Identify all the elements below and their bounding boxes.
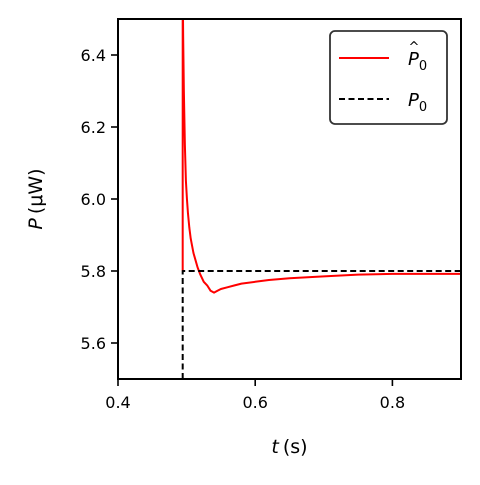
legend-label-base: P [408,90,419,111]
legend-box [329,30,448,125]
plot-lines [181,19,461,379]
legend-label-base: P [408,49,419,70]
y-tick-label: 5.6 [81,334,106,353]
x-axis-label-var: t [271,436,280,458]
x-axis-label-unit: (s) [283,436,308,458]
series-line-0 [181,19,461,294]
y-tick-label: 6.4 [81,46,106,65]
y-axis-label-var: P [25,218,47,230]
series-line-1 [181,270,461,379]
legend-label-accent: ^ [409,40,420,55]
legend-label-sub: 0 [419,59,427,74]
legend-label-sub: 0 [419,100,427,115]
legend-label-0: P0 [408,49,427,74]
y-tick-label: 6.2 [81,118,106,137]
x-axis-label: t (s) [271,436,307,458]
y-tick-label: 5.8 [81,262,106,281]
legend-label-1: P0 [408,90,427,115]
y-axis-label-unit: (μW) [25,168,47,214]
y-axis-label: P (μW) [25,168,47,229]
y-tick-label: 6.0 [81,190,106,209]
legend: P0^P0 [329,30,448,125]
x-tick-label: 0.6 [242,393,267,412]
x-tick-label: 0.8 [380,393,405,412]
x-tick-label: 0.4 [105,393,130,412]
